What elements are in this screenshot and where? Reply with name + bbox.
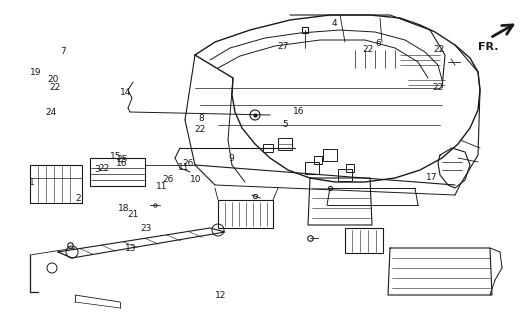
Text: 16: 16 — [116, 159, 128, 168]
Bar — [346, 164, 354, 172]
Text: 16: 16 — [293, 107, 305, 116]
Text: 1: 1 — [29, 178, 34, 187]
Bar — [218, 200, 273, 228]
Text: 25: 25 — [116, 155, 128, 164]
Bar — [305, 162, 319, 174]
Bar — [345, 228, 383, 253]
Text: FR.: FR. — [478, 42, 499, 52]
Text: 13: 13 — [125, 244, 136, 253]
Text: 20: 20 — [47, 75, 58, 84]
Bar — [278, 138, 292, 150]
Text: 22: 22 — [98, 164, 110, 173]
Text: 11: 11 — [156, 182, 168, 191]
Text: 5: 5 — [283, 120, 288, 129]
Text: 17: 17 — [426, 173, 437, 182]
Bar — [90, 158, 145, 186]
Text: 24: 24 — [45, 108, 57, 117]
Bar — [263, 144, 273, 152]
Text: 18: 18 — [118, 204, 129, 213]
Text: 7: 7 — [60, 47, 66, 56]
Text: 8: 8 — [198, 114, 204, 123]
Text: 22: 22 — [194, 125, 206, 134]
Bar — [323, 149, 337, 161]
Text: 26: 26 — [183, 159, 194, 168]
Text: 22: 22 — [362, 45, 374, 54]
Text: 12: 12 — [215, 292, 227, 300]
Text: 9: 9 — [229, 154, 234, 163]
Text: 2: 2 — [75, 194, 80, 203]
Text: 22: 22 — [49, 83, 61, 92]
Text: 22: 22 — [433, 45, 445, 54]
Text: 15: 15 — [110, 152, 122, 161]
Text: 14: 14 — [119, 88, 131, 97]
Text: 10: 10 — [190, 175, 201, 184]
Text: 3: 3 — [95, 165, 100, 174]
Bar — [338, 169, 352, 181]
Text: 19: 19 — [30, 68, 42, 77]
Text: 22: 22 — [432, 83, 443, 92]
Bar — [314, 156, 322, 164]
Text: 4: 4 — [331, 20, 337, 28]
Bar — [30, 165, 82, 203]
Text: 23: 23 — [140, 224, 152, 233]
Text: 26: 26 — [163, 175, 174, 184]
Text: 21: 21 — [127, 210, 138, 219]
Text: 6: 6 — [376, 39, 381, 48]
Text: 11: 11 — [178, 164, 190, 172]
Text: 27: 27 — [277, 42, 289, 51]
